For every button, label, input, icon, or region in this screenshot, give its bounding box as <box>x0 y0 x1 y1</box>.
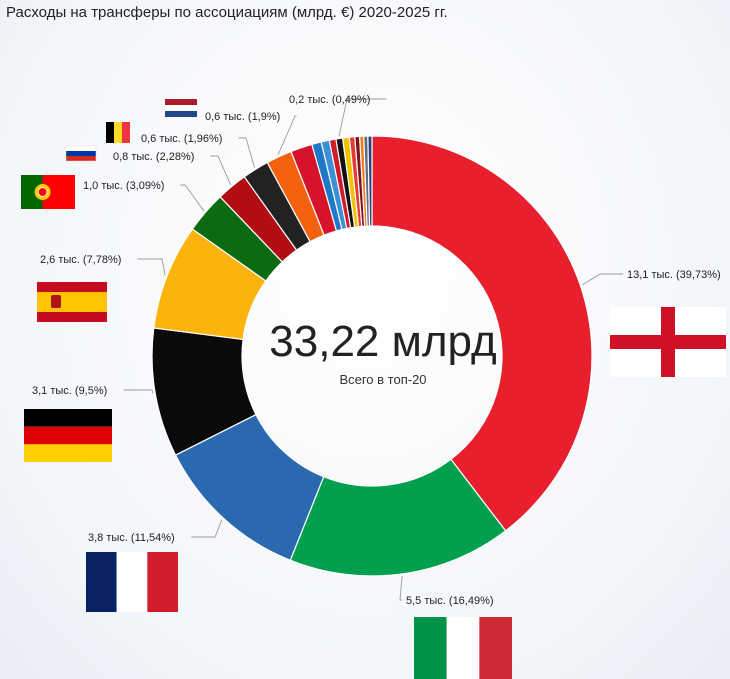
center-total: 33,22 млрд <box>269 317 496 366</box>
slice-label: 3,1 тыс. (9,5%) <box>32 385 107 397</box>
slice-label: 13,1 тыс. (39,73%) <box>627 269 721 281</box>
leader-line <box>399 575 403 601</box>
leader-line <box>191 519 223 538</box>
leader-lines <box>123 98 623 601</box>
leader-line <box>210 155 232 186</box>
leader-line <box>582 273 623 286</box>
slice-label: 2,6 тыс. (7,78%) <box>40 254 121 266</box>
slice-label: 5,5 тыс. (16,49%) <box>406 595 494 607</box>
france-flag-icon <box>86 552 178 612</box>
germany-flag-icon <box>24 409 112 462</box>
russia-flag-icon <box>65 145 97 162</box>
netherlands-flag-icon <box>165 99 197 117</box>
slice-label: 0,2 тыс. (0,49%) <box>289 94 370 106</box>
spain-flag-icon <box>37 282 107 322</box>
slice-label: 0,6 тыс. (1,96%) <box>141 133 222 145</box>
leader-line <box>338 98 387 137</box>
flags <box>21 99 726 679</box>
center-caption: Всего в топ-20 <box>339 372 426 387</box>
leader-line <box>277 115 297 156</box>
donut-slices <box>151 135 593 577</box>
leader-line <box>137 258 166 276</box>
slice-other-19 <box>367 135 373 227</box>
slice-label: 3,8 тыс. (11,54%) <box>88 532 175 544</box>
chart-title: Расходы на трансферы по ассоциациям (млр… <box>6 4 448 21</box>
slice-label: 0,8 тыс. (2,28%) <box>113 151 194 163</box>
leader-line <box>123 389 154 394</box>
leader-line <box>180 184 205 212</box>
slice-labels: 13,1 тыс. (39,73%) 5,5 тыс. (16,49%) 3,8 т… <box>32 94 721 607</box>
slice-england <box>371 135 593 532</box>
belgium-flag-icon <box>106 122 130 143</box>
leader-line <box>238 137 255 168</box>
slice-label: 0,6 тыс. (1,9%) <box>205 111 280 123</box>
italy-flag-icon <box>414 617 512 679</box>
england-flag-icon <box>610 307 726 377</box>
slice-label: 1,0 тыс. (3,09%) <box>83 180 164 192</box>
portugal-flag-icon <box>21 175 75 209</box>
